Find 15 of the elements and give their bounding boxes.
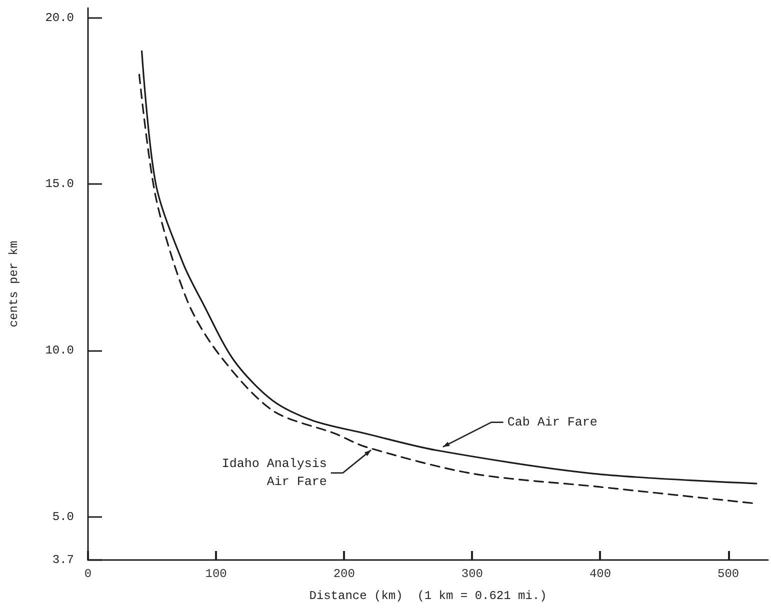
y-tick-label: 20.0 [45, 10, 74, 25]
y-tick-label: 15.0 [45, 177, 74, 192]
x-tick-label: 100 [205, 567, 227, 581]
y-tick-label: 10.0 [45, 344, 74, 358]
x-tick-label: 400 [589, 567, 612, 581]
x-tick-label: 200 [333, 567, 355, 581]
y-tick-label: 3.7 [52, 553, 74, 567]
x-tick-label: 500 [717, 567, 740, 581]
annotation: Idaho Analysis Air Fare [222, 456, 327, 489]
y-tick-label: 5.0 [52, 510, 74, 524]
y-axis-title: cents per km [7, 240, 21, 328]
x-tick-label: 0 [84, 567, 92, 581]
x-axis-title: Distance (km) (1 km = 0.621 mi.) [309, 589, 547, 603]
x-tick-label: 300 [461, 567, 483, 581]
annotation: Cab Air Fare [507, 415, 598, 430]
